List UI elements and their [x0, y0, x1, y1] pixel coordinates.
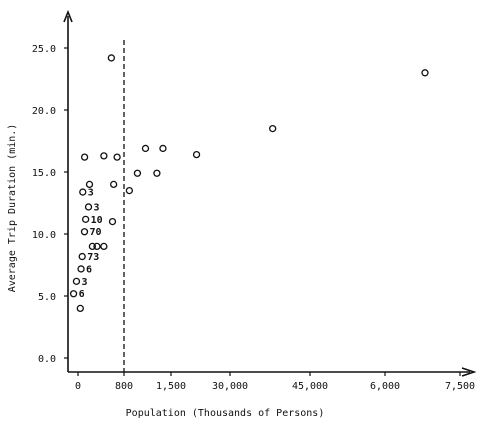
data-point — [80, 153, 89, 161]
cluster-label: 6 — [86, 264, 92, 275]
cluster-label: 3 — [81, 277, 87, 288]
y-tick-label: 15.0 — [32, 168, 56, 179]
x-tick-label: 0 — [75, 381, 81, 392]
data-point — [153, 169, 161, 177]
cluster-label: 73 — [87, 252, 99, 263]
data-point — [100, 242, 108, 251]
data-point — [421, 69, 429, 77]
data-point — [93, 242, 101, 251]
data-point — [84, 203, 93, 211]
x-tick-label: 800 — [115, 381, 133, 392]
x-axis-arrow — [461, 367, 477, 377]
data-point — [125, 186, 134, 195]
y-tick-label: 10.0 — [32, 230, 56, 241]
data-point — [192, 150, 201, 159]
data-point — [78, 252, 86, 261]
data-point — [77, 265, 85, 273]
y-tick-label: 0.0 — [38, 354, 56, 365]
x-tick-label: 45,000 — [292, 381, 328, 392]
data-point — [88, 242, 97, 251]
data-point — [159, 144, 167, 153]
data-point — [80, 228, 89, 236]
y-tick-label: 20.0 — [32, 106, 56, 117]
cluster-label: 6 — [79, 289, 85, 300]
data-point — [69, 290, 78, 298]
cluster-label: 3 — [94, 202, 100, 213]
y-axis-arrow — [63, 9, 73, 23]
cluster-label: 10 — [91, 215, 103, 226]
data-point — [76, 304, 84, 313]
data-point — [79, 188, 87, 196]
cluster-label: 3 — [88, 188, 94, 199]
x-tick-label: 1,500 — [156, 381, 186, 392]
cluster-label: 70 — [90, 227, 102, 238]
data-point — [133, 169, 142, 177]
data-point — [107, 54, 115, 62]
y-tick-label: 5.0 — [38, 292, 56, 303]
data-point — [108, 217, 117, 226]
x-tick-label: 7,500 — [445, 381, 475, 392]
x-tick-label: 6,000 — [370, 381, 400, 392]
data-points — [76, 54, 429, 313]
y-tick-label: 25.0 — [32, 44, 56, 55]
data-point — [100, 152, 108, 160]
data-point — [82, 215, 90, 223]
data-point — [110, 180, 118, 189]
x-axis-label: Population (Thousands of Persons) — [126, 408, 325, 419]
axes — [63, 9, 477, 377]
data-point — [72, 277, 81, 285]
data-point — [141, 144, 150, 153]
data-point — [85, 180, 94, 189]
x-ticks: 0 800 1,500 30,000 45,000 6,000 7,500 — [75, 372, 475, 392]
data-point — [269, 124, 277, 133]
y-axis-label: Average Trip Duration (min.) — [7, 124, 18, 293]
y-ticks: 0.0 5.0 10.0 15.0 20.0 25.0 — [32, 44, 68, 365]
x-tick-label: 30,000 — [212, 381, 248, 392]
data-point — [113, 153, 121, 161]
